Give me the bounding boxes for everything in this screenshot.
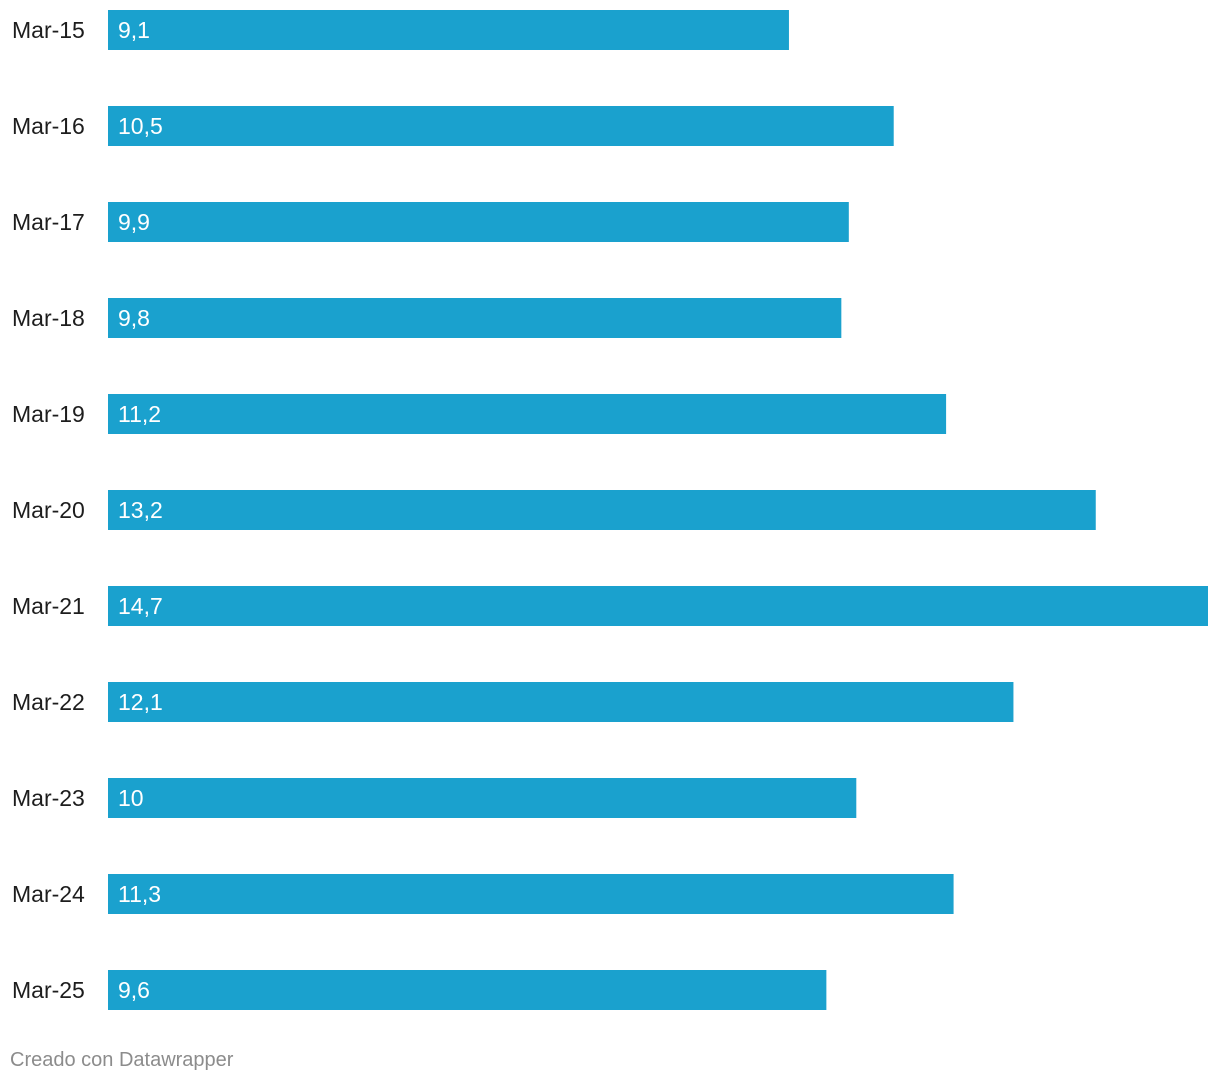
bar: [108, 490, 1096, 530]
bar: [108, 970, 827, 1010]
bar: [108, 106, 894, 146]
bar: [108, 682, 1014, 722]
bar: [108, 778, 857, 818]
category-label: Mar-22: [12, 689, 85, 715]
value-label: 10,5: [118, 113, 163, 139]
value-label: 9,8: [118, 305, 150, 331]
value-label: 9,6: [118, 977, 150, 1003]
category-label: Mar-18: [12, 305, 85, 331]
category-label: Mar-16: [12, 113, 85, 139]
bar-chart: Mar-15 9,1 Mar-16 10,5 Mar-17 9,9 Mar-18 9,8 Mar…: [12, 10, 1208, 1010]
category-label: Mar-25: [12, 977, 85, 1003]
value-label: 9,1: [118, 17, 150, 43]
bar: [108, 298, 842, 338]
category-label: Mar-19: [12, 401, 85, 427]
bar: [108, 586, 1208, 626]
value-label: 10: [118, 785, 144, 811]
value-label: 12,1: [118, 689, 163, 715]
category-label: Mar-15: [12, 17, 85, 43]
bar: [108, 202, 849, 242]
category-label: Mar-17: [12, 209, 85, 235]
bar: [108, 874, 954, 914]
value-label: 11,2: [118, 401, 161, 427]
category-label: Mar-20: [12, 497, 85, 523]
bar: [108, 394, 947, 434]
bar: [108, 10, 789, 50]
category-label: Mar-24: [12, 881, 85, 907]
value-label: 11,3: [118, 881, 161, 907]
credit-text: Creado con Datawrapper: [10, 1049, 234, 1071]
category-label: Mar-21: [12, 593, 85, 619]
category-label: Mar-23: [12, 785, 85, 811]
value-label: 13,2: [118, 497, 163, 523]
value-label: 9,9: [118, 209, 150, 235]
value-label: 14,7: [118, 593, 163, 619]
